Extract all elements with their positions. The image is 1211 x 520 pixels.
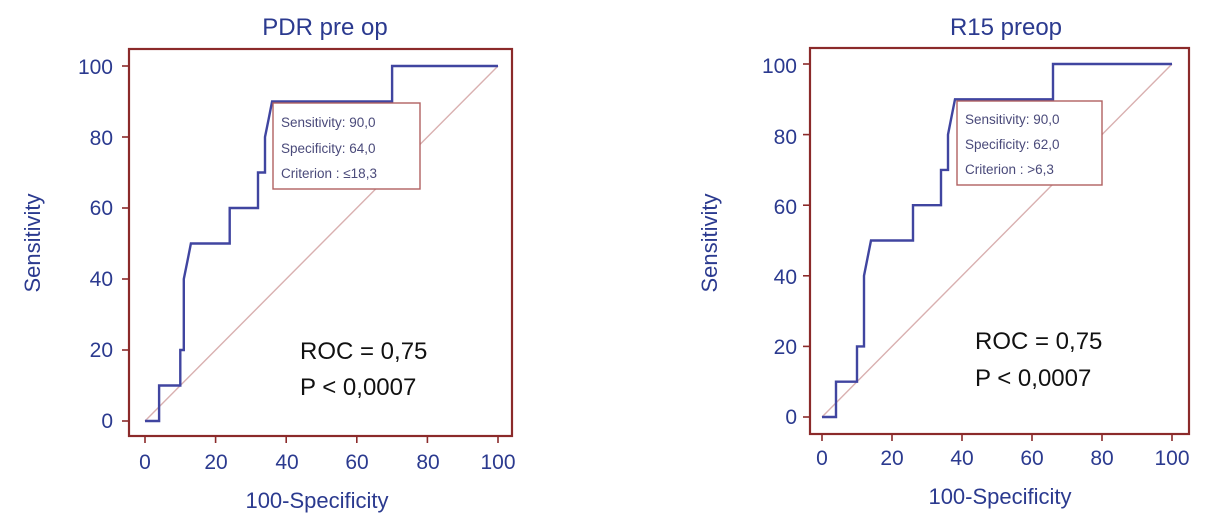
- y-axis-label: Sensitivity: [20, 193, 45, 292]
- info-specificity: Specificity: 64,0: [281, 141, 376, 156]
- x-tick-label: 0: [816, 447, 828, 470]
- y-tick-label: 40: [90, 268, 113, 291]
- x-tick-label: 40: [950, 447, 973, 470]
- x-tick-label: 40: [275, 451, 298, 474]
- info-box-border: [272, 102, 421, 190]
- info-criterion: Criterion : ≤18,3: [281, 166, 377, 181]
- x-tick-label: 0: [139, 451, 151, 474]
- y-tick-label: 0: [785, 406, 797, 429]
- x-tick-label: 20: [204, 451, 227, 474]
- reference-diagonal: [144, 65, 499, 422]
- p-value-annotation: P < 0,0007: [300, 374, 416, 401]
- x-axis-label: 100-Specificity: [928, 484, 1071, 509]
- y-axis-label: Sensitivity: [697, 193, 722, 292]
- info-specificity: Specificity: 62,0: [965, 137, 1060, 152]
- roc-annotation: ROC = 0,75: [300, 338, 427, 365]
- reference-diagonal: [821, 63, 1173, 418]
- y-tick-label: 60: [90, 197, 113, 220]
- x-tick-label: 100: [1154, 447, 1189, 470]
- y-tick-label: 40: [774, 266, 797, 289]
- y-tick-label: 60: [774, 196, 797, 219]
- info-box: Sensitivity: 90,0 Specificity: 62,0 Crit…: [956, 100, 1103, 186]
- chart-right: R15 preop 100-Specificity Sensitivity 0 …: [697, 14, 1191, 509]
- x-axis-label: 100-Specificity: [245, 488, 388, 513]
- y-tick-label: 100: [78, 56, 113, 79]
- axis-ticks: [122, 65, 499, 443]
- x-tick-label: 100: [480, 451, 515, 474]
- chart-left: PDR pre op 100-Specificity Sensitivity 0…: [20, 14, 516, 513]
- info-sensitivity: Sensitivity: 90,0: [965, 112, 1060, 127]
- x-tick-label: 60: [345, 451, 368, 474]
- x-tick-label: 60: [1020, 447, 1043, 470]
- chart-title: R15 preop: [950, 14, 1062, 41]
- plot-frame: [808, 46, 1191, 436]
- info-box-border: [956, 100, 1103, 186]
- roc-curve: [145, 64, 498, 423]
- info-criterion: Criterion : >6,3: [965, 162, 1054, 177]
- x-tick-label: 80: [1090, 447, 1113, 470]
- y-tick-label: 0: [101, 410, 113, 433]
- y-tick-label: 100: [762, 55, 797, 78]
- x-tick-label: 20: [880, 447, 903, 470]
- x-tick-label: 80: [416, 451, 439, 474]
- y-tick-label: 20: [90, 339, 113, 362]
- y-tick-label: 80: [774, 126, 797, 149]
- p-value-annotation: P < 0,0007: [975, 365, 1091, 392]
- axis-ticks: [803, 63, 1173, 441]
- y-tick-label: 80: [90, 127, 113, 150]
- info-sensitivity: Sensitivity: 90,0: [281, 115, 376, 130]
- info-box: Sensitivity: 90,0 Specificity: 64,0 Crit…: [272, 102, 421, 190]
- roc-curve: [822, 62, 1172, 419]
- y-tick-label: 20: [774, 336, 797, 359]
- plot-frame: [127, 47, 514, 438]
- chart-title: PDR pre op: [262, 14, 387, 41]
- roc-annotation: ROC = 0,75: [975, 328, 1102, 355]
